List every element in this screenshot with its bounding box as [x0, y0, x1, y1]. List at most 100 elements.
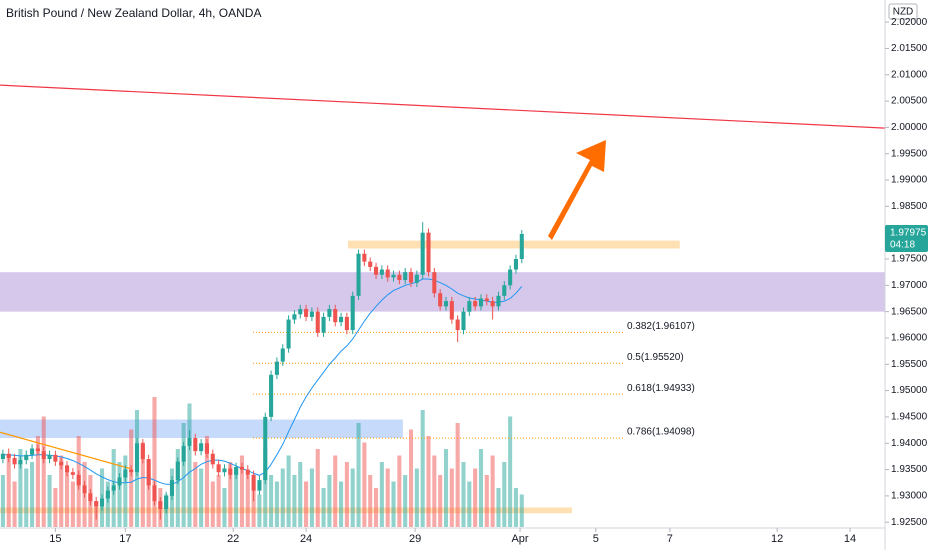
- volume-bar: [373, 488, 379, 527]
- candle-body: [152, 485, 157, 502]
- arrow: [548, 140, 606, 240]
- chart-title: British Pound / New Zealand Dollar, 4h, …: [6, 6, 261, 20]
- candle-body: [298, 309, 303, 315]
- zone: [0, 419, 403, 438]
- candle-body: [327, 309, 332, 317]
- volume-bar: [473, 468, 478, 527]
- candle-body: [350, 295, 355, 331]
- volume-bar: [408, 429, 414, 527]
- candle-body: [484, 298, 489, 302]
- volume-bar: [274, 481, 279, 527]
- y-tick-label: 1.99000: [891, 175, 928, 186]
- volume-bar: [321, 488, 326, 527]
- x-tick-label: 15: [49, 533, 61, 545]
- volume-bar: [181, 423, 186, 527]
- y-tick-label: 1.93500: [891, 464, 928, 475]
- candle-body: [426, 232, 431, 273]
- volume-bar: [432, 455, 437, 527]
- candle-body: [99, 498, 105, 507]
- y-tick-label: 2.00500: [891, 96, 928, 107]
- zone: [0, 507, 572, 514]
- candle-body: [449, 301, 454, 320]
- candle-body: [181, 445, 186, 462]
- candle-body: [30, 448, 35, 455]
- volume-bar: [239, 455, 244, 527]
- candle-body: [245, 469, 250, 475]
- volume-bar: [292, 475, 297, 527]
- volume-bar: [379, 462, 384, 527]
- volume-bar: [420, 410, 425, 527]
- y-tick-label: 2.01500: [891, 43, 928, 54]
- volume-bar: [309, 468, 314, 527]
- candle-body: [286, 319, 291, 349]
- volume-bar: [228, 462, 233, 527]
- candle-body: [385, 269, 390, 278]
- candle-body: [304, 309, 309, 317]
- candle-body: [496, 295, 501, 307]
- candle-body: [0, 453, 5, 460]
- volume-bar: [286, 455, 291, 527]
- volume-bar: [496, 488, 501, 527]
- volume-bar: [356, 423, 361, 527]
- volume-bar: [18, 449, 23, 527]
- volume-bar: [350, 468, 355, 527]
- x-tick-label: 29: [409, 533, 421, 545]
- candle-body: [134, 443, 140, 473]
- fib-label: 0.382(1.96107): [627, 321, 695, 332]
- y-tick-label: 1.94500: [891, 412, 928, 423]
- volume-bar: [490, 455, 495, 527]
- candle-body: [315, 311, 320, 333]
- candle-body: [82, 485, 87, 494]
- volume-bar: [333, 455, 338, 527]
- x-tick-label: 12: [771, 533, 783, 545]
- candle-body: [53, 454, 58, 462]
- candle-body: [379, 269, 384, 275]
- volume-bar: [403, 475, 408, 527]
- volume-bar: [6, 455, 11, 527]
- candle-body: [222, 468, 227, 473]
- volume-bar: [467, 481, 472, 527]
- y-tick-label: 1.98500: [891, 201, 928, 212]
- candle-body: [35, 448, 40, 452]
- candle-body: [204, 443, 210, 454]
- candle-body: [432, 272, 437, 294]
- volume-bar: [245, 475, 250, 527]
- volume-bar: [140, 442, 145, 527]
- candle-body: [473, 301, 478, 307]
- volume-bar: [508, 416, 513, 527]
- candle-body: [339, 316, 344, 323]
- candle-body: [397, 274, 402, 281]
- candle-body: [513, 258, 518, 270]
- candle-body: [158, 501, 163, 510]
- x-tick-label: 5: [593, 533, 599, 545]
- fib-label: 0.618(1.94933): [627, 383, 695, 394]
- candle-body: [12, 457, 17, 465]
- candle-body: [502, 285, 507, 296]
- candle-body: [257, 480, 262, 491]
- y-tick-label: 2.01000: [891, 69, 928, 80]
- volume-bar: [502, 462, 507, 527]
- volume-bar: [59, 455, 64, 527]
- volume-bar: [204, 436, 210, 527]
- candle-body: [169, 480, 175, 496]
- y-tick-label: 1.92500: [891, 517, 928, 528]
- volume-bar: [53, 488, 58, 527]
- candle-body: [333, 309, 338, 323]
- trendline: [0, 84, 886, 129]
- volume-bar: [152, 397, 157, 527]
- y-tick-label: 1.96500: [891, 306, 928, 317]
- candle-body: [6, 453, 11, 458]
- candle-body: [111, 485, 116, 491]
- currency-box: [888, 3, 918, 20]
- volume-bar: [47, 475, 52, 527]
- volume-bar: [123, 455, 128, 527]
- y-tick-label: 1.95500: [891, 359, 928, 370]
- y-tick-label: 1.95000: [891, 385, 928, 396]
- candle-body: [280, 348, 285, 362]
- candle-body: [362, 253, 367, 262]
- volume-bar: [30, 462, 35, 527]
- volume-bar: [339, 481, 344, 527]
- candle-body: [105, 490, 110, 499]
- candle-body: [175, 461, 180, 481]
